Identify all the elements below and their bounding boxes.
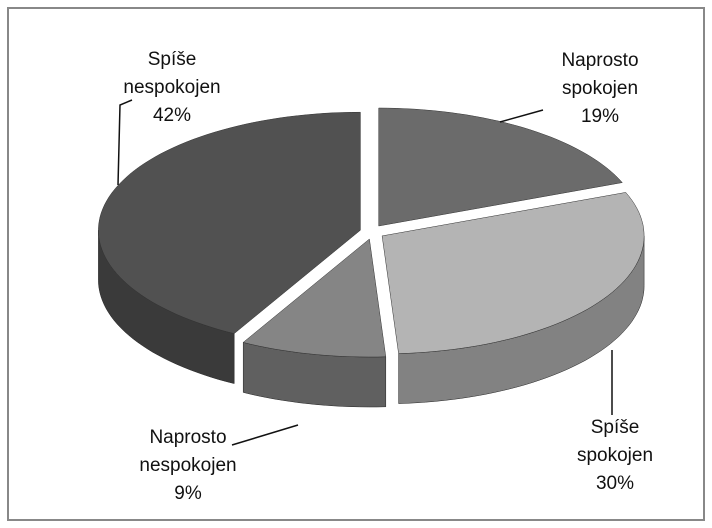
slice <box>98 111 361 334</box>
leader-line <box>499 109 544 123</box>
leader-lines <box>117 99 613 446</box>
pie <box>98 107 645 408</box>
leader-line <box>231 424 299 446</box>
value-label: 19% <box>581 106 619 127</box>
value-label: 30% <box>596 473 634 494</box>
leader-line <box>117 99 133 186</box>
value-label: 9% <box>174 483 202 504</box>
data-label: Spíše spokojen <box>577 417 653 466</box>
data-label: Spíše nespokojen <box>123 49 220 98</box>
data-label: Naprosto spokojen <box>561 50 638 99</box>
slice <box>381 192 645 354</box>
slice <box>242 238 387 358</box>
data-label: Naprosto nespokojen <box>139 427 236 476</box>
slice <box>378 107 623 227</box>
value-label: 42% <box>153 105 191 126</box>
